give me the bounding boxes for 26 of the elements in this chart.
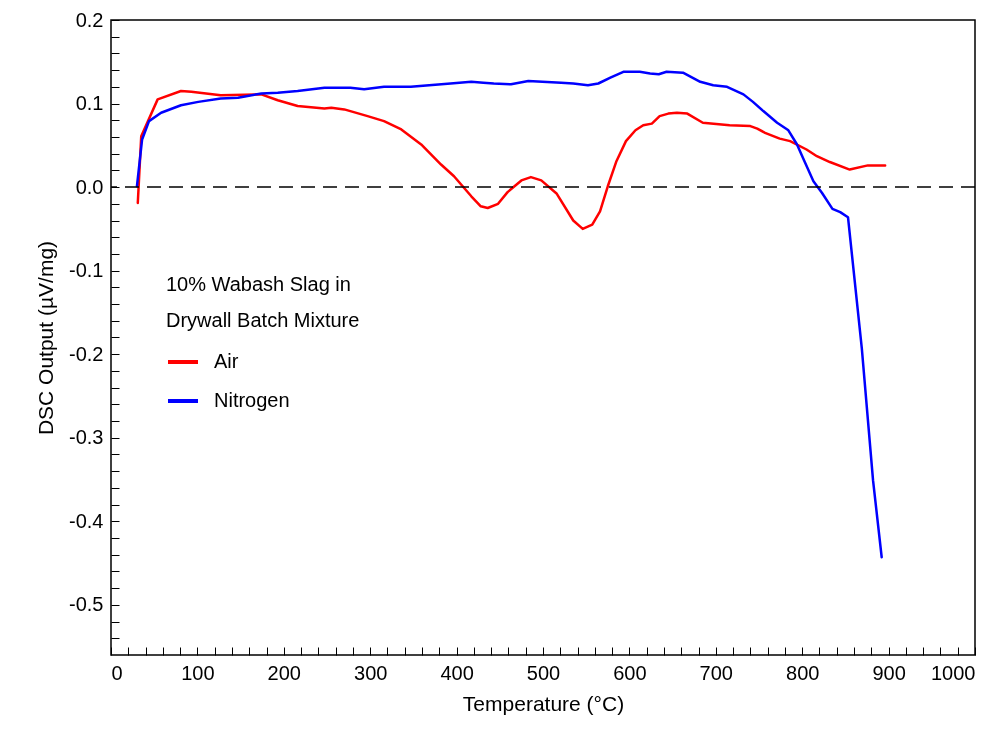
- x-tick-label: 1000: [931, 661, 976, 684]
- y-tick-label: -0.3: [69, 426, 104, 449]
- x-tick-label: 600: [613, 661, 647, 684]
- x-tick-label: 300: [354, 661, 388, 684]
- y-tick-label: -0.1: [69, 259, 104, 282]
- y-tick-label: 0.2: [75, 8, 104, 31]
- x-tick-label: 900: [872, 661, 906, 684]
- line-series: [135, 70, 883, 559]
- y-tick-label: -0.2: [69, 342, 104, 365]
- line-series: [136, 89, 887, 231]
- x-tick-label: 100: [181, 661, 215, 684]
- legend-title: 10% Wabash Slag in Drywall Batch Mixture: [166, 273, 360, 331]
- x-axis-title: Temperature (°C): [462, 691, 625, 715]
- y-tick-label: -0.5: [69, 593, 104, 616]
- x-tick-label: 400: [440, 661, 474, 684]
- y-tick-label: -0.4: [69, 509, 104, 532]
- legend-label: Air: [214, 350, 239, 372]
- x-tick-label: 200: [267, 661, 301, 684]
- x-tick-label: 0: [111, 661, 123, 684]
- y-tick-label: 0.0: [75, 175, 104, 198]
- x-tick-label: 800: [786, 661, 820, 684]
- x-tick-label: 700: [699, 661, 733, 684]
- y-tick-label: 0.1: [75, 92, 104, 115]
- x-tick-label: 500: [526, 661, 561, 684]
- legend-label: Nitrogen: [214, 389, 290, 411]
- y-axis-title: DSC Output (µV/mg): [34, 240, 58, 436]
